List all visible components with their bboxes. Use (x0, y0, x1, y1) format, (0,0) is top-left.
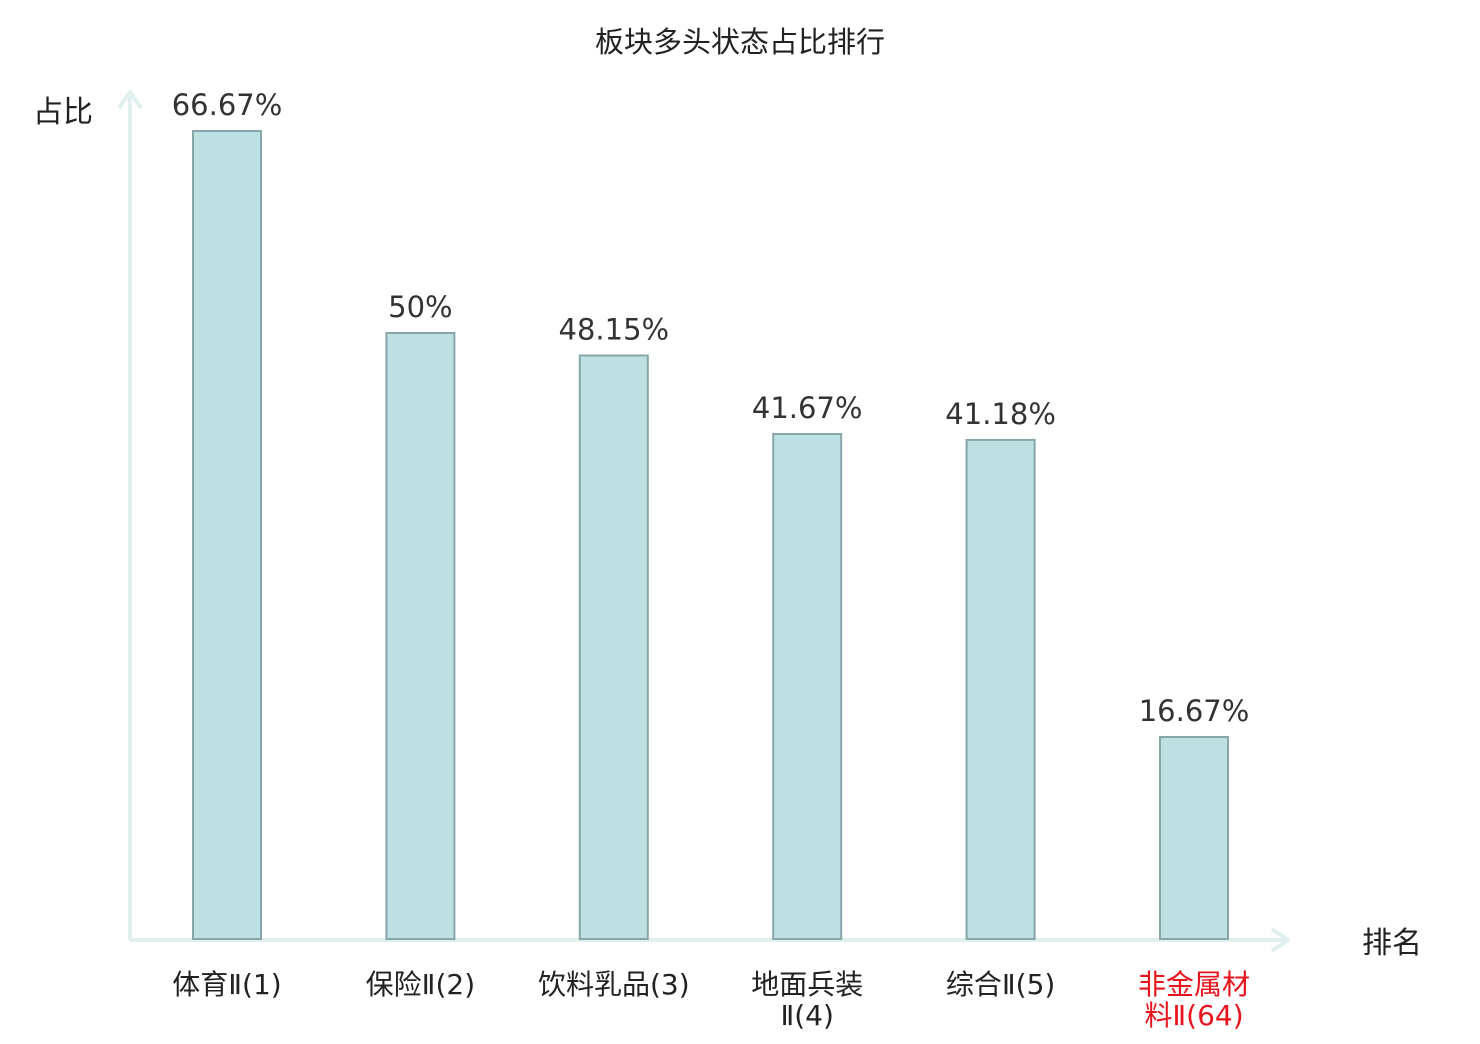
value-labels-group: 66.67% 50% 48.15% 41.67% 41.18% 16.67% (172, 88, 1250, 728)
value-label-5: 41.18% (945, 397, 1056, 431)
bars-group (192, 130, 1229, 940)
bar-5 (965, 438, 1036, 940)
x-axis-arrow-icon (1270, 927, 1290, 953)
y-axis-arrow-icon (117, 90, 143, 110)
chart-title: 板块多头状态占比排行 (595, 25, 885, 59)
value-label-6: 16.67% (1139, 694, 1250, 728)
category-label-3: 饮料乳品(3) (538, 968, 690, 1001)
value-label-1: 66.67% (172, 88, 283, 122)
value-label-4: 41.67% (752, 391, 863, 425)
y-axis-label: 占比 (33, 95, 93, 130)
bar-6 (1159, 736, 1229, 940)
value-label-2: 50% (388, 290, 452, 324)
bar-4 (772, 433, 843, 940)
category-label-5: 综合Ⅱ(5) (946, 968, 1055, 1001)
bar-1 (192, 130, 262, 940)
category-label-2: 保险Ⅱ(2) (366, 968, 475, 1001)
category-label-4: 地面兵装 Ⅱ(4) (751, 968, 863, 1032)
category-label-6: 非金属材料Ⅱ(64) (1138, 968, 1250, 1032)
category-labels-group: 体育Ⅱ(1) 保险Ⅱ(2) 饮料乳品(3) 地面兵装 Ⅱ(4) 综合Ⅱ(5) 非金属材料Ⅱ(… (172, 968, 1250, 1032)
bar-3 (578, 354, 649, 940)
value-label-3: 48.15% (559, 313, 670, 347)
bar-2 (385, 332, 456, 940)
category-label-1: 体育Ⅱ(1) (172, 968, 281, 1001)
x-axis-label: 排名 (1362, 926, 1422, 961)
